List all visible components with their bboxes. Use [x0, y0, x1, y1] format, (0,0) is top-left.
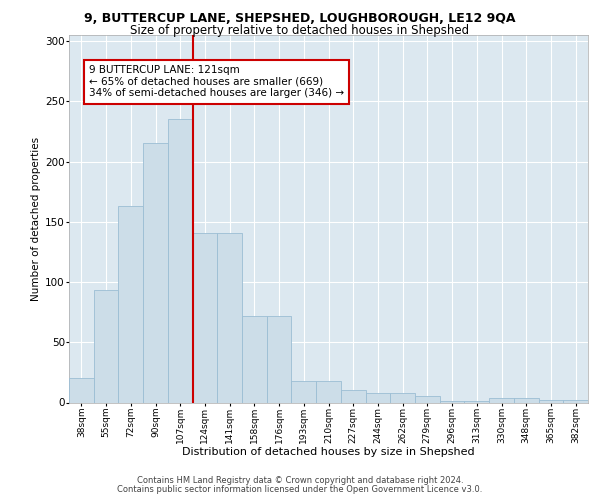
- Bar: [69, 378, 94, 402]
- Bar: [365, 393, 390, 402]
- Bar: [539, 400, 563, 402]
- Bar: [316, 381, 341, 402]
- Bar: [563, 400, 588, 402]
- Y-axis label: Number of detached properties: Number of detached properties: [31, 136, 41, 301]
- Bar: [242, 316, 267, 402]
- Bar: [390, 393, 415, 402]
- Bar: [143, 144, 168, 402]
- X-axis label: Distribution of detached houses by size in Shepshed: Distribution of detached houses by size …: [182, 447, 475, 457]
- Bar: [267, 316, 292, 402]
- Bar: [217, 232, 242, 402]
- Text: Contains public sector information licensed under the Open Government Licence v3: Contains public sector information licen…: [118, 485, 482, 494]
- Text: Contains HM Land Registry data © Crown copyright and database right 2024.: Contains HM Land Registry data © Crown c…: [137, 476, 463, 485]
- Text: Size of property relative to detached houses in Shepshed: Size of property relative to detached ho…: [130, 24, 470, 37]
- Text: 9 BUTTERCUP LANE: 121sqm
← 65% of detached houses are smaller (669)
34% of semi-: 9 BUTTERCUP LANE: 121sqm ← 65% of detach…: [89, 65, 344, 98]
- Bar: [118, 206, 143, 402]
- Bar: [341, 390, 365, 402]
- Text: 9, BUTTERCUP LANE, SHEPSHED, LOUGHBOROUGH, LE12 9QA: 9, BUTTERCUP LANE, SHEPSHED, LOUGHBOROUG…: [84, 12, 516, 26]
- Bar: [489, 398, 514, 402]
- Bar: [193, 232, 217, 402]
- Bar: [415, 396, 440, 402]
- Bar: [292, 381, 316, 402]
- Bar: [514, 398, 539, 402]
- Bar: [94, 290, 118, 403]
- Bar: [168, 120, 193, 403]
